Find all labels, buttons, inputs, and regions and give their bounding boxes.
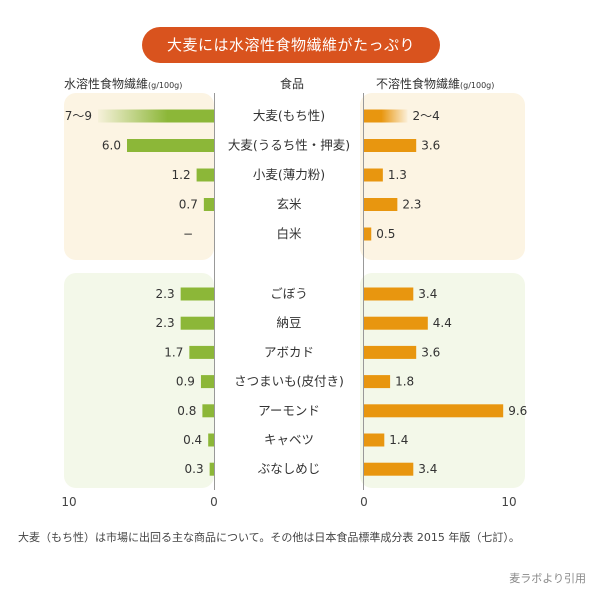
right-tick-10: 10 [501, 495, 516, 509]
insoluble-label-0-2: 1.3 [388, 168, 407, 182]
soluble-label-0-1: 6.0 [102, 139, 121, 153]
insoluble-label-0-3: 2.3 [402, 198, 421, 212]
center-header: 食品 [280, 77, 305, 91]
soluble-label-1-1: 2.3 [156, 316, 175, 330]
insoluble-bar-1-4 [364, 404, 504, 418]
food-label-1-1: 納豆 [276, 315, 301, 330]
soluble-bar-0-1 [127, 139, 214, 152]
food-label-0-2: 小麦(薄力粉) [253, 167, 325, 182]
insoluble-label-1-2: 3.6 [421, 345, 440, 359]
soluble-bar-1-1 [180, 316, 214, 330]
food-label-0-3: 玄米 [276, 197, 302, 212]
right-axis-header: 不溶性食物繊維(g/100g) [376, 77, 495, 91]
left-tick-0: 0 [210, 495, 218, 509]
food-label-0-0: 大麦(もち性) [253, 108, 325, 123]
insoluble-label-1-0: 3.4 [418, 287, 437, 301]
insoluble-label-0-4: 0.5 [376, 227, 395, 241]
soluble-bar-1-5 [208, 433, 214, 447]
food-label-1-3: さつまいも(皮付き) [234, 374, 344, 389]
insoluble-bar-0-3 [364, 198, 398, 211]
soluble-label-0-3: 0.7 [179, 198, 198, 212]
soluble-bar-1-0 [180, 287, 214, 301]
soluble-label-1-5: 0.4 [183, 433, 202, 447]
insoluble-bar-1-0 [364, 287, 414, 301]
soluble-bar-0-2 [196, 168, 214, 182]
insoluble-bar-1-1 [364, 316, 428, 330]
soluble-bar-1-4 [202, 404, 214, 418]
right-tick-0: 0 [360, 495, 368, 509]
insoluble-bar-0-2 [364, 168, 383, 182]
insoluble-bar-1-3 [364, 375, 391, 389]
soluble-label-1-3: 0.9 [176, 375, 195, 389]
insoluble-label-1-1: 4.4 [433, 316, 452, 330]
soluble-bar-0-0 [98, 109, 214, 123]
food-label-1-5: キャベツ [264, 432, 314, 447]
insoluble-bar-1-5 [364, 433, 385, 447]
soluble-label-0-0: 7〜9 [65, 109, 92, 123]
insoluble-bar-0-0 [364, 109, 408, 123]
left-tick-10: 10 [61, 495, 76, 509]
insoluble-bar-0-4 [364, 227, 372, 241]
insoluble-label-1-3: 1.8 [395, 375, 414, 389]
left-axis-header: 水溶性食物繊維(g/100g) [64, 77, 183, 91]
footnote: 大麦（もち性）は市場に出回る主な商品について。その他は日本食品標準成分表 201… [18, 531, 520, 544]
insoluble-bar-1-6 [364, 462, 414, 476]
insoluble-label-1-4: 9.6 [508, 404, 527, 418]
soluble-bar-1-2 [189, 345, 214, 359]
soluble-label-1-2: 1.7 [164, 345, 183, 359]
food-label-0-1: 大麦(うるち性・押麦) [228, 138, 350, 153]
insoluble-bar-1-2 [364, 345, 417, 359]
soluble-label-1-6: 0.3 [185, 462, 204, 476]
food-label-1-4: アーモンド [258, 403, 320, 418]
insoluble-bar-0-1 [364, 139, 417, 152]
chart-title: 大麦には水溶性食物繊維がたっぷり [142, 27, 440, 63]
soluble-bar-1-6 [209, 462, 214, 476]
source-credit: 麦ラボより引用 [509, 572, 586, 585]
soluble-label-1-0: 2.3 [156, 287, 175, 301]
food-label-1-2: アボカド [264, 344, 314, 359]
food-label-1-6: ぶなしめじ [258, 461, 321, 476]
soluble-label-0-2: 1.2 [172, 168, 191, 182]
insoluble-label-1-6: 3.4 [418, 462, 437, 476]
insoluble-label-0-0: 2〜4 [413, 109, 440, 123]
soluble-label-1-4: 0.8 [177, 404, 196, 418]
insoluble-label-0-1: 3.6 [421, 139, 440, 153]
soluble-bar-1-3 [200, 375, 214, 389]
soluble-bar-0-3 [203, 198, 214, 211]
vegetable-panel-left [64, 273, 214, 488]
food-label-0-4: 白米 [276, 226, 302, 241]
insoluble-label-1-5: 1.4 [389, 433, 408, 447]
soluble-label-0-4: − [183, 227, 193, 241]
food-label-1-0: ごぼう [270, 286, 308, 301]
